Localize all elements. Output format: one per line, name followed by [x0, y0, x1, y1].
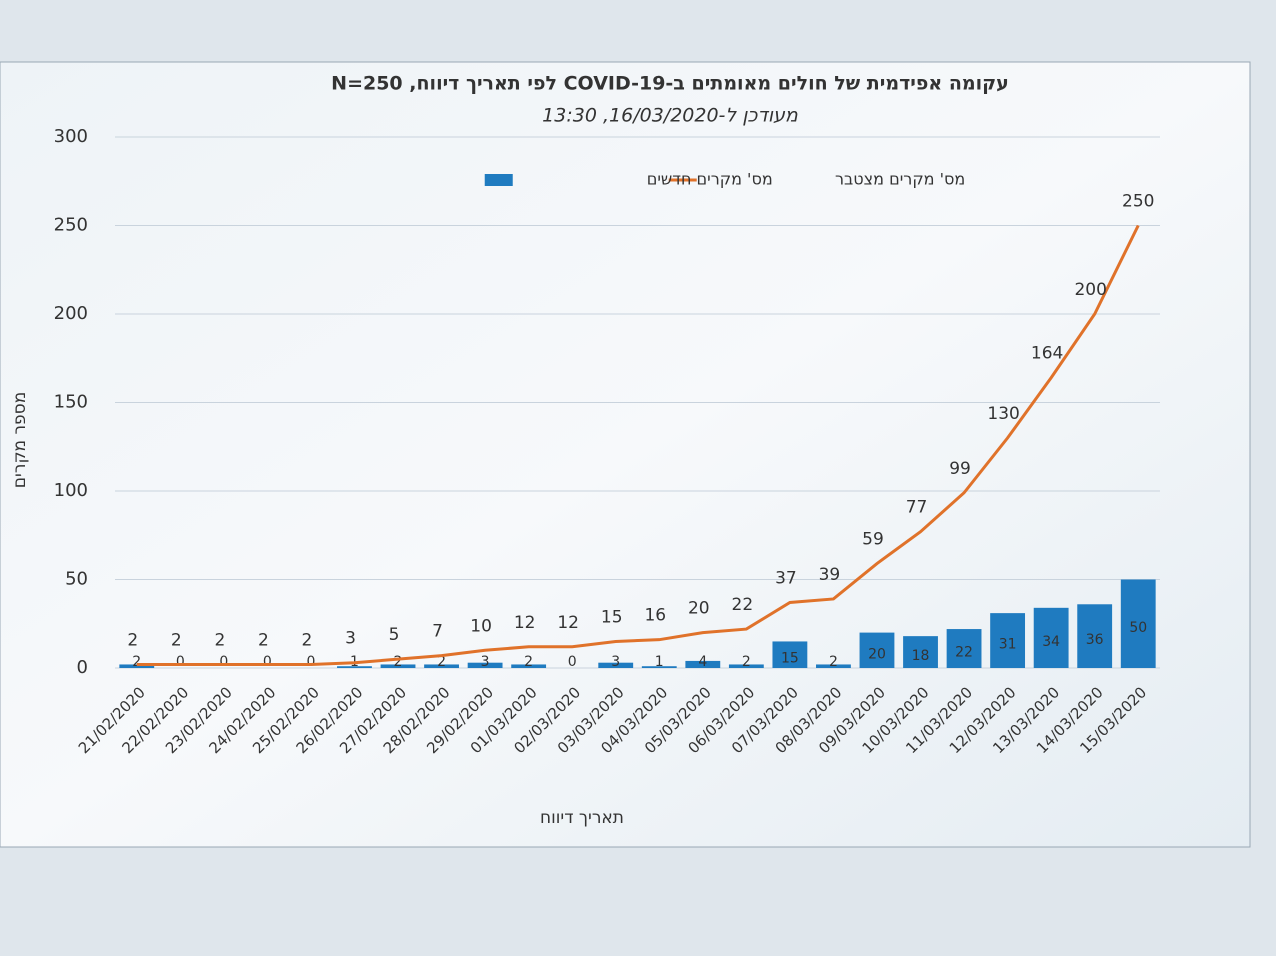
line-value-label: 130 [987, 404, 1019, 424]
bar [1033, 607, 1069, 668]
bar-value-label: 2 [742, 654, 751, 670]
bar [816, 664, 851, 668]
bar-value-label: 22 [955, 645, 973, 661]
y-tick-label: 50 [65, 569, 88, 590]
bar [337, 666, 372, 668]
line-value-label: 39 [819, 565, 841, 585]
line-value-label: 200 [1074, 280, 1106, 300]
line-value-label: 164 [1031, 344, 1063, 364]
line-value-label: 2 [171, 630, 182, 650]
bar [424, 664, 459, 668]
line-value-label: 22 [732, 595, 754, 615]
y-tick-label: 100 [54, 480, 88, 501]
bar-value-label: 0 [568, 654, 577, 670]
y-tick-label: 250 [54, 215, 88, 236]
chart-title: עקומה אפידמית של חולים מאומתים ב-COVID-1… [331, 73, 1009, 95]
bar-value-label: 1 [655, 654, 664, 670]
bar-value-label: 0 [176, 654, 185, 670]
y-tick-label: 0 [77, 657, 88, 678]
bar-value-label: 2 [829, 654, 838, 670]
bar [772, 641, 808, 668]
bar [728, 664, 764, 668]
bar-value-label: 36 [1086, 632, 1104, 648]
bar-value-label: 18 [912, 648, 930, 664]
bar-value-label: 20 [868, 646, 886, 662]
line-value-label: 7 [432, 622, 443, 642]
bar-value-label: 0 [263, 654, 272, 670]
legend-label: מס' מקרים חדשים [647, 170, 773, 189]
line-value-label: 2 [214, 630, 225, 650]
line-value-label: 20 [688, 599, 710, 619]
line-value-label: 2 [258, 630, 269, 650]
line-value-label: 77 [906, 498, 928, 518]
bar [380, 664, 416, 668]
line-value-label: 2 [302, 630, 313, 650]
y-tick-label: 150 [54, 392, 88, 413]
bar [685, 660, 721, 668]
line-value-label: 10 [470, 616, 492, 636]
line-value-label: 250 [1122, 192, 1154, 212]
chart-frame [0, 61, 1251, 848]
bar-value-label: 0 [306, 654, 315, 670]
bar-value-label: 50 [1129, 620, 1147, 636]
line-value-label: 99 [949, 459, 971, 479]
bar [511, 664, 547, 668]
y-axis-label: מספר מקרים [10, 392, 30, 488]
bar [598, 662, 634, 668]
x-axis-label: תאריך דיווח [540, 808, 624, 828]
bar-value-label: 4 [698, 654, 707, 670]
line-value-label: 12 [557, 613, 579, 633]
y-tick-label: 200 [54, 303, 88, 324]
bar-value-label: 2 [132, 654, 141, 670]
bar-value-label: 2 [437, 654, 446, 670]
legend-label: מס' מקרים מצטבר [835, 170, 965, 189]
line-value-label: 12 [514, 613, 536, 633]
bar [990, 613, 1026, 668]
bar [467, 662, 503, 668]
bar-value-label: 34 [1042, 634, 1060, 650]
bar-value-label: 0 [219, 654, 228, 670]
bar [641, 666, 677, 668]
line-value-label: 5 [389, 625, 400, 645]
line [136, 224, 1140, 666]
line-value-label: 59 [862, 530, 884, 550]
bar [946, 629, 982, 668]
bar-value-label: 31 [999, 637, 1017, 653]
line-value-label: 15 [601, 607, 623, 627]
bar [1077, 604, 1113, 668]
bar [859, 632, 895, 668]
bar [119, 664, 155, 668]
bar-value-label: 2 [394, 654, 403, 670]
y-tick-label: 300 [54, 126, 88, 147]
chart-subtitle: מעודכן ל-16/03/2020, 13:30 [542, 105, 799, 127]
bar-value-label: 3 [611, 654, 620, 670]
bar-value-label: 15 [781, 651, 799, 667]
line-value-label: 2 [127, 630, 138, 650]
bar [903, 636, 938, 668]
bar [1120, 579, 1156, 668]
line-value-label: 16 [644, 606, 666, 626]
line-value-label: 3 [345, 629, 356, 649]
bar-value-label: 2 [524, 654, 533, 670]
line-value-label: 37 [775, 569, 797, 589]
bar-value-label: 3 [481, 654, 490, 670]
legend-swatch [484, 174, 513, 186]
